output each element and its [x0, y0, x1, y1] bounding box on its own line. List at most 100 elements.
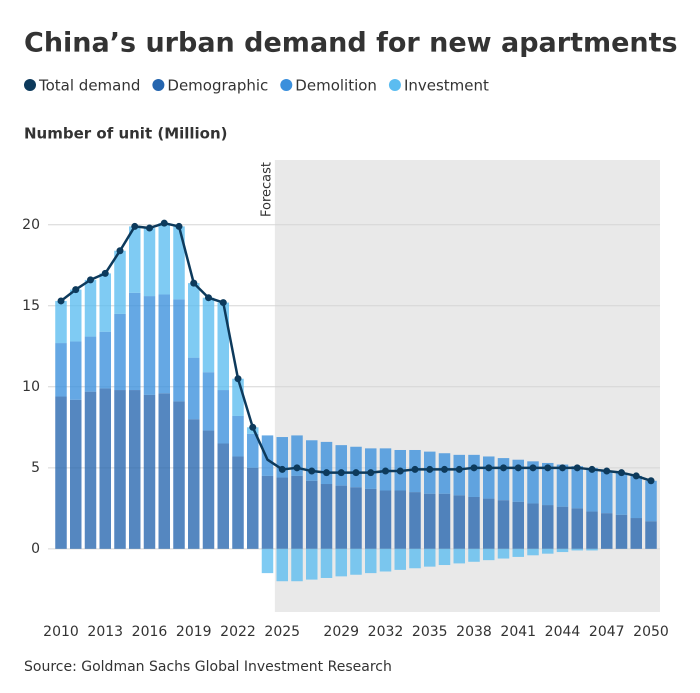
- bar: [571, 508, 583, 549]
- bar: [70, 289, 82, 342]
- x-tick-label: 2029: [323, 624, 359, 640]
- y-tick-label: 10: [22, 379, 40, 395]
- bar: [188, 283, 200, 358]
- bar: [99, 273, 111, 332]
- legend-label: Demolition: [295, 77, 377, 95]
- line-point: [219, 299, 227, 307]
- bar: [365, 548, 377, 574]
- legend-label: Demographic: [167, 77, 268, 95]
- bar: [173, 401, 185, 549]
- bar: [556, 464, 569, 507]
- bar: [261, 475, 274, 549]
- x-tick-label: 2016: [132, 624, 168, 640]
- bar: [217, 390, 229, 444]
- bar: [261, 548, 274, 574]
- bar: [483, 548, 495, 561]
- bar: [468, 548, 480, 562]
- line-point: [293, 464, 301, 472]
- bar: [527, 503, 539, 549]
- bar: [335, 548, 347, 577]
- bar: [453, 548, 465, 564]
- line-point: [323, 469, 330, 477]
- line-point: [529, 464, 537, 472]
- bar: [84, 391, 97, 549]
- x-tick-label: 2041: [500, 624, 536, 640]
- bar: [497, 548, 510, 559]
- bar: [630, 475, 642, 519]
- y-tick-label: 0: [31, 541, 40, 557]
- bar: [645, 480, 657, 522]
- bar: [99, 331, 111, 389]
- bar: [158, 294, 170, 394]
- line-point: [72, 286, 80, 294]
- bar: [129, 226, 141, 293]
- bar: [70, 399, 82, 549]
- line-point: [57, 297, 65, 305]
- bar: [542, 505, 554, 549]
- line-point: [485, 464, 493, 472]
- x-tick-label: 2032: [368, 624, 404, 640]
- line-point: [573, 464, 581, 472]
- bar: [527, 461, 539, 504]
- line-point: [544, 464, 552, 472]
- line-point: [205, 294, 212, 302]
- bar: [615, 514, 628, 549]
- bar: [55, 300, 67, 344]
- line-point: [234, 375, 242, 383]
- bar: [202, 372, 215, 431]
- bar: [232, 415, 244, 457]
- line-point: [411, 465, 419, 473]
- bar: [291, 475, 303, 549]
- bar: [158, 223, 170, 295]
- bar: [556, 506, 569, 549]
- bar: [84, 336, 97, 392]
- bar: [350, 548, 362, 575]
- bar: [601, 471, 613, 514]
- line-point: [588, 465, 596, 473]
- bar: [645, 521, 657, 549]
- bar: [571, 466, 583, 509]
- y-tick-label: 20: [22, 217, 40, 233]
- legend-swatch: [24, 79, 36, 91]
- line-point: [337, 469, 345, 477]
- bar: [453, 495, 465, 549]
- bar: [129, 390, 141, 549]
- bar: [276, 437, 288, 478]
- bar: [542, 548, 554, 554]
- bar: [202, 297, 215, 373]
- y-tick-label: 15: [22, 298, 40, 314]
- bar: [379, 548, 392, 572]
- line-point: [426, 465, 434, 473]
- bar: [379, 490, 392, 549]
- bar: [232, 378, 244, 416]
- line-point: [470, 464, 478, 472]
- legend-swatch: [152, 79, 165, 91]
- line-point: [396, 467, 404, 475]
- bar: [84, 279, 97, 337]
- bar: [483, 456, 495, 499]
- line-point: [249, 423, 257, 431]
- bar: [512, 459, 524, 502]
- bar: [586, 511, 598, 549]
- bar: [320, 484, 333, 549]
- bar: [143, 296, 156, 395]
- bar: [291, 548, 303, 582]
- bar: [202, 430, 215, 549]
- bar: [438, 548, 451, 566]
- bar: [335, 485, 347, 549]
- bar: [350, 446, 362, 488]
- bar: [276, 477, 288, 549]
- bar: [143, 228, 156, 297]
- bar: [365, 488, 377, 549]
- legend-label: Total demand: [38, 77, 140, 95]
- x-tick-label: 2013: [87, 624, 123, 640]
- bar: [173, 226, 185, 300]
- bar: [114, 313, 126, 391]
- bar: [99, 388, 111, 549]
- line-point: [382, 467, 389, 475]
- bar: [114, 390, 126, 549]
- line-point: [352, 469, 360, 477]
- bar: [232, 456, 244, 549]
- line-point: [190, 279, 198, 287]
